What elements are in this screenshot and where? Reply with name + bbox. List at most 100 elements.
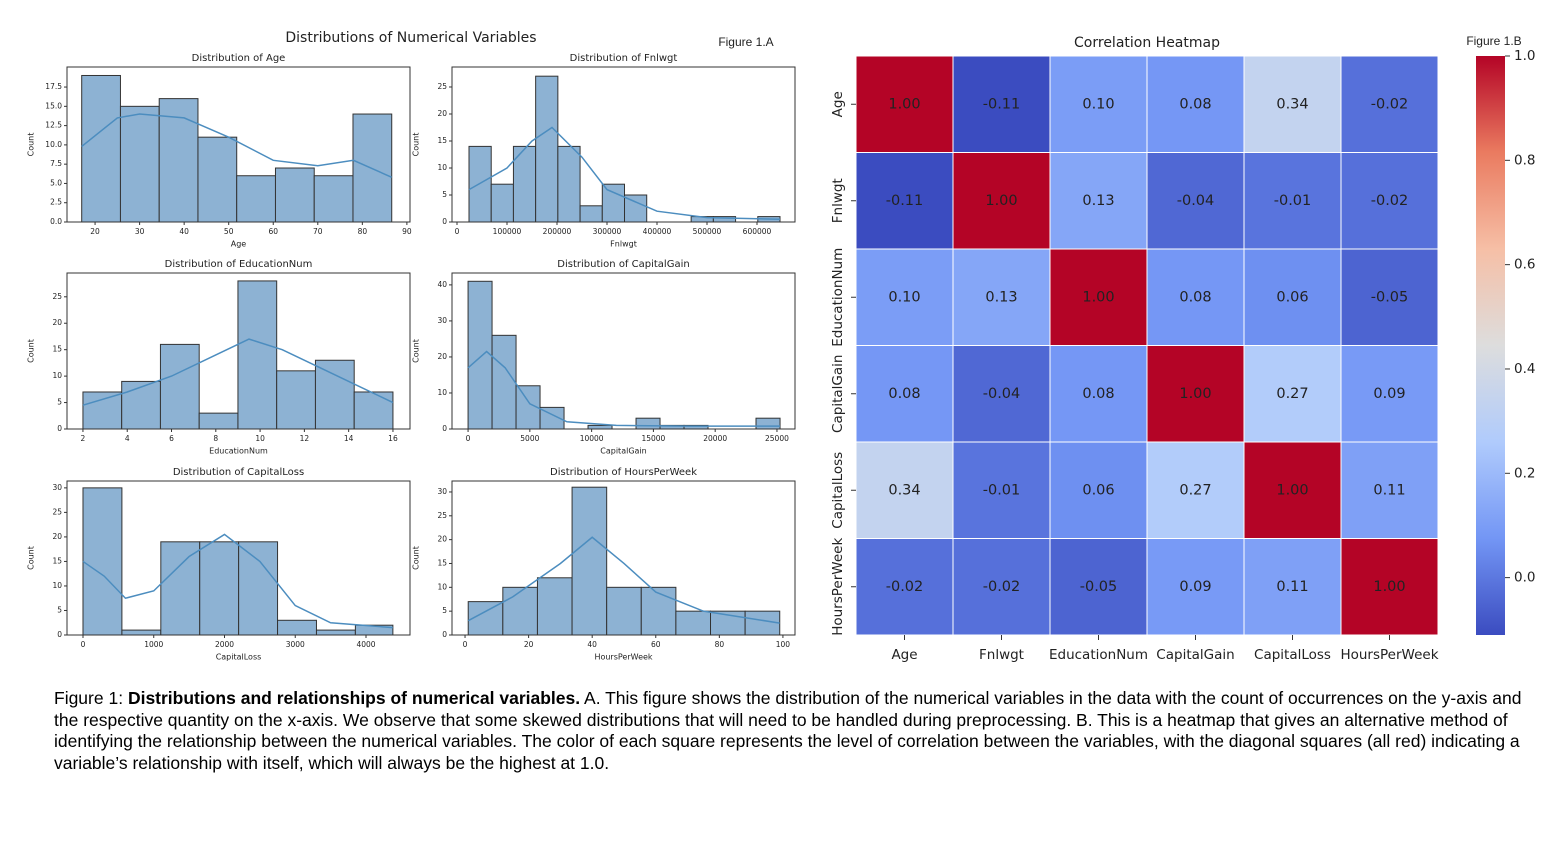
cell-label: -0.11 (886, 193, 924, 209)
heatmap-cell (1243, 55, 1342, 153)
y-tick-label: 30 (437, 487, 447, 496)
kde-line (81, 113, 393, 178)
x-tick-label: 20000 (703, 434, 727, 443)
heatmap-cell (1146, 345, 1245, 443)
cell-label: 0.09 (1373, 386, 1405, 402)
y-tick-label: 0 (57, 424, 62, 433)
heatmap-cell (952, 538, 1051, 636)
y-axis-label: Count (27, 133, 36, 157)
x-tick-label: 0 (466, 434, 471, 443)
subplot-title: Distribution of CapitalLoss (173, 467, 304, 478)
cell-label: 1.00 (1082, 289, 1114, 305)
caption-text: A. This figure shows the distribution of… (54, 688, 1522, 773)
bar (160, 541, 201, 636)
cell-label: 0.11 (1276, 579, 1308, 595)
bar (199, 541, 240, 636)
y-tick-label: 15 (437, 558, 447, 567)
cell-label: 1.00 (1276, 482, 1308, 498)
y-tick-label: 25 (52, 507, 62, 516)
heatmap-cell (1340, 152, 1439, 250)
x-tick-label: 100000 (493, 227, 522, 236)
x-tick-label: 70 (313, 227, 323, 236)
subplot-title: Distribution of Fnlwgt (570, 53, 678, 64)
cell-label: 0.09 (1179, 579, 1211, 595)
x-tick-label: 8 (213, 434, 218, 443)
cell-label: 1.00 (985, 193, 1017, 209)
bar (158, 98, 199, 223)
cell-label: 1.00 (1179, 386, 1211, 402)
y-tick-label: 10 (52, 371, 62, 380)
axes-frame (451, 272, 796, 430)
y-tick-label: 12.5 (45, 121, 62, 130)
x-axis-label: CapitalLoss (216, 653, 262, 662)
heatmap-cell (1049, 538, 1148, 636)
bar (82, 487, 123, 636)
figure: Distributions of Numerical Variables Fig… (27, 30, 1536, 663)
x-tick-label: 20 (90, 227, 100, 236)
bar (121, 380, 161, 430)
cell-label: 0.08 (1179, 289, 1211, 305)
cell-label: 0.10 (888, 289, 920, 305)
x-tick-label: CapitalLoss (1254, 647, 1331, 663)
y-tick-label: CapitalGain (830, 355, 846, 433)
y-tick-label: 20 (52, 318, 62, 327)
x-tick-label: 2 (81, 434, 86, 443)
cell-label: -0.01 (1274, 193, 1312, 209)
heatmap-title: Correlation Heatmap (1074, 35, 1220, 51)
bar (159, 343, 200, 430)
figure-label: Figure 1.B (1466, 34, 1521, 48)
heatmap-cell (855, 441, 954, 539)
bar (468, 145, 492, 223)
y-tick-label: 15 (437, 136, 447, 145)
y-tick-label: 15 (52, 345, 62, 354)
y-tick-label: 10.0 (45, 140, 62, 149)
y-tick-label: 0.0 (50, 217, 62, 226)
heatmap-cell (1340, 441, 1439, 539)
axes-frame (66, 272, 411, 430)
subplot-title: Distribution of Age (192, 53, 286, 64)
bar (502, 586, 538, 636)
cell-label: -0.02 (1371, 193, 1409, 209)
bar (571, 486, 608, 636)
x-tick-label: 90 (402, 227, 412, 236)
y-tick-label: 0 (442, 630, 447, 639)
x-axis-label: HoursPerWeek (594, 653, 652, 662)
y-tick-label: 20 (437, 109, 447, 118)
y-tick-label: 5 (442, 190, 447, 199)
x-tick-label: 2000 (215, 640, 234, 649)
y-axis-label: Count (412, 546, 421, 570)
colorbar-tick-label: 0.2 (1514, 465, 1535, 481)
figure-label: Figure 1.A (718, 35, 773, 49)
cell-label: -0.02 (886, 579, 924, 595)
y-tick-label: 15.0 (45, 101, 62, 110)
bar (640, 586, 677, 636)
y-tick-label: 20 (437, 352, 447, 361)
y-tick-label: 30 (437, 316, 447, 325)
x-axis-label: Age (231, 240, 247, 249)
x-tick-label: 4 (125, 434, 130, 443)
y-tick-label: 17.5 (45, 82, 62, 91)
bar (579, 205, 603, 223)
y-tick-label: 5 (57, 605, 62, 614)
kde-line (468, 126, 781, 221)
x-tick-label: 30 (135, 227, 145, 236)
kde-line (82, 533, 393, 629)
x-tick-label: 0 (455, 227, 460, 236)
colorbar (1476, 56, 1505, 635)
x-tick-label: 40 (587, 640, 597, 649)
subplot-title: Distribution of EducationNum (165, 259, 313, 270)
bar (315, 629, 356, 636)
x-tick-label: 0 (81, 640, 86, 649)
y-tick-label: 30 (52, 483, 62, 492)
bar (82, 391, 123, 430)
bar (536, 577, 573, 636)
x-tick-label: 500000 (693, 227, 722, 236)
y-tick-label: 20 (52, 532, 62, 541)
x-tick-label: 600000 (743, 227, 772, 236)
bar (557, 145, 581, 223)
cell-label: 0.34 (1276, 96, 1308, 112)
x-tick-label: Fnlwgt (979, 647, 1024, 663)
bar (635, 417, 661, 430)
heatmap-cell (1049, 345, 1148, 443)
x-tick-label: 14 (344, 434, 354, 443)
